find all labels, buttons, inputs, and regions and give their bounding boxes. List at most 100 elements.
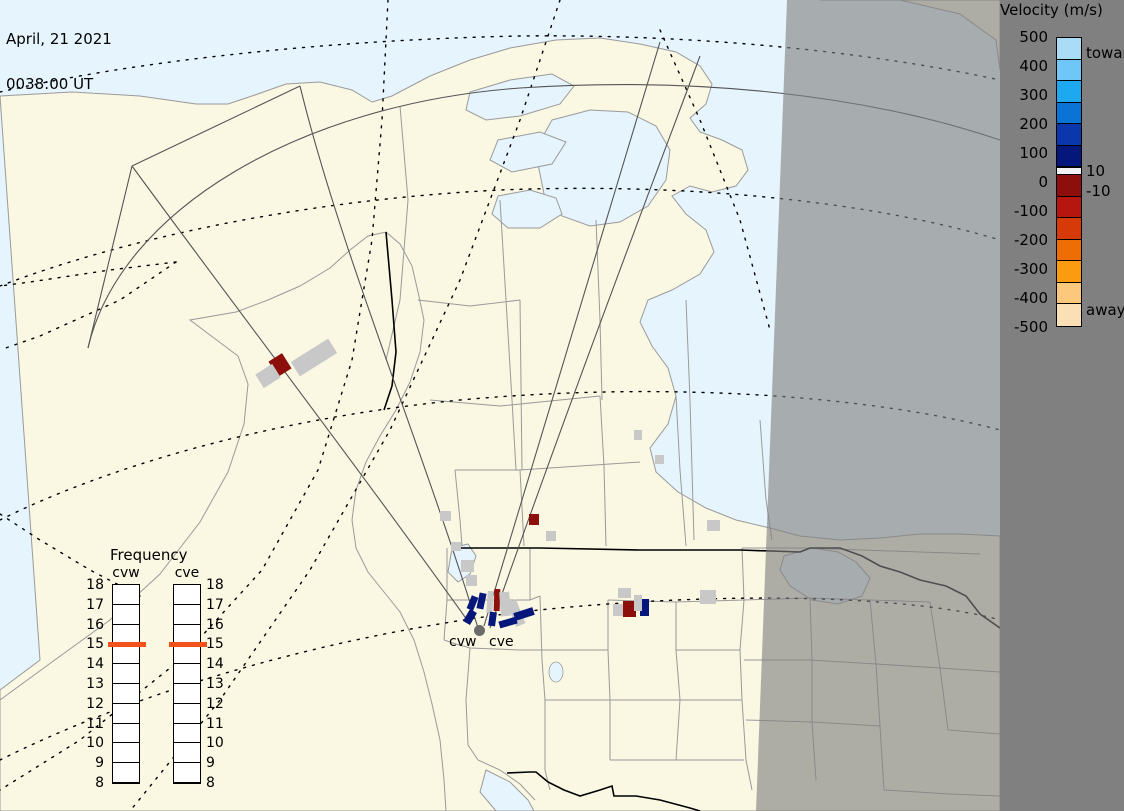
frequency-scale-label-right-17: 17 [206, 596, 224, 613]
frequency-scale-label-left-13: 13 [86, 676, 104, 692]
frequency-scale-label-left-17: 17 [86, 596, 104, 613]
frequency-cell [113, 664, 139, 684]
frequency-scale-label-left-18: 18 [86, 577, 104, 593]
frequency-marker-cve [169, 642, 207, 648]
frequency-scale-label-left-15: 15 [86, 636, 104, 653]
timestamp-time: 0038:00 UT [6, 75, 94, 93]
frequency-cell [113, 704, 139, 724]
frequency-scale-label-right-14: 14 [206, 656, 224, 673]
radar-data-cell [476, 592, 487, 610]
radar-data-cell [655, 455, 664, 464]
frequency-column-cve: cve [169, 565, 207, 784]
radar-data-cell [488, 611, 497, 627]
radar-data-cells [255, 338, 720, 629]
frequency-cell [174, 644, 200, 665]
water-great-slave [491, 189, 563, 229]
velocity-colorbar: Velocity (m/s) 500 400 300 200 100 0 -100 -200 -… [940, 0, 1124, 340]
colorbar-tick--400: -400 [1013, 289, 1048, 307]
frequency-cell [174, 585, 200, 605]
frequency-scale-label-left-10: 10 [86, 735, 104, 752]
water-arctic-channels [465, 73, 575, 121]
frequency-scale-label-left-12: 12 [86, 695, 104, 712]
frequency-scale-label-right-12: 12 [206, 695, 224, 712]
frequency-cell [113, 644, 139, 665]
frequency-scale-label-left-14: 14 [86, 656, 104, 673]
frequency-cell [174, 743, 200, 764]
colorbar-gradient [1056, 37, 1082, 327]
fov-beam-west [131, 165, 471, 625]
frequency-bar-cvw [108, 584, 146, 784]
frequency-scale-label-left-8: 8 [95, 775, 104, 791]
colorbar-segment-toward-1 [1057, 59, 1081, 82]
colorbar-segment-away-4 [1057, 261, 1081, 283]
water-hudson-bay [537, 109, 671, 227]
colorbar-tick-0: 0 [1038, 173, 1048, 191]
water-arctic-channel-2 [489, 131, 567, 173]
fov-beam-east [489, 55, 701, 629]
radar-data-cell [451, 542, 461, 551]
colorbar-tick-300: 300 [1019, 86, 1048, 104]
frequency-cell [174, 684, 200, 704]
frequency-cell [174, 763, 200, 783]
colorbar-title: Velocity (m/s) [1000, 1, 1103, 19]
fov-radial-west [87, 165, 133, 349]
radar-site-label-cvw: cvw [449, 634, 477, 650]
colorbar-segment-toward-0 [1057, 38, 1081, 60]
frequency-scale-label-right-13: 13 [206, 676, 224, 692]
colorbar-segment-away-2 [1057, 218, 1081, 240]
frequency-column-cve-label: cve [174, 565, 200, 581]
radar-data-cell [463, 608, 477, 626]
frequency-legend: Frequency cvw cve 18 17 16 15 14 13 12 11 10 9 8 1… [78, 546, 248, 796]
frequency-cell [113, 585, 139, 605]
frequency-scale-label-right-11: 11 [206, 715, 224, 732]
colorbar-segment-away-6 [1057, 304, 1081, 326]
radar-data-cell [466, 575, 477, 586]
frequency-cell [113, 684, 139, 704]
radar-data-cell [634, 595, 642, 611]
frequency-column-cvw: cvw [108, 565, 146, 784]
colorbar-away-label: away [1086, 301, 1124, 319]
frequency-cell [174, 664, 200, 684]
radar-data-cell [707, 520, 720, 531]
radar-data-cell [440, 511, 451, 521]
colorbar-segment-toward-4 [1057, 124, 1081, 146]
radar-data-cell [640, 599, 649, 616]
land-alaska-coast [0, 231, 447, 811]
radar-data-cell [634, 430, 642, 440]
frequency-scale-label-left-9: 9 [95, 755, 104, 772]
colorbar-tick-200: 200 [1019, 115, 1048, 133]
frequency-cell [113, 605, 139, 625]
colorbar-tick-500: 500 [1019, 28, 1048, 46]
frequency-cell [113, 724, 139, 744]
frequency-cell [113, 763, 139, 783]
radar-site-label-cve: cve [489, 634, 514, 650]
colorbar-tick--300: -300 [1013, 260, 1048, 278]
colorbar-segment-away-1 [1057, 196, 1081, 219]
radar-data-cell [546, 531, 556, 541]
colorbar-upper-gap-label: 10 [1086, 162, 1106, 180]
radar-data-cell [529, 514, 539, 525]
frequency-cell [174, 605, 200, 625]
frequency-column-cvw-label: cvw [112, 565, 140, 581]
frequency-cell [174, 704, 200, 724]
frequency-cell [113, 743, 139, 764]
radar-data-cell [700, 590, 716, 604]
radar-data-cell [623, 601, 636, 617]
colorbar-tick--100: -100 [1013, 202, 1048, 220]
frequency-scale-label-right-8: 8 [206, 775, 215, 791]
timestamp: April, 21 2021 0038:00 UT [6, 2, 112, 122]
frequency-bar-cve [169, 584, 207, 784]
colorbar-segment-toward-5 [1057, 145, 1081, 168]
radar-data-cell [290, 338, 338, 377]
frequency-scale-label-right-16: 16 [206, 616, 224, 633]
colorbar-segment-away-5 [1057, 282, 1081, 305]
colorbar-segment-toward-3 [1057, 102, 1081, 125]
landmasses [0, 0, 1000, 811]
timestamp-date: April, 21 2021 [6, 30, 112, 48]
frequency-scale-label-right-15: 15 [206, 636, 224, 653]
colorbar-toward-label: toward [1086, 44, 1124, 62]
frequency-scale-label-right-18: 18 [206, 577, 224, 593]
water-gulf-california [479, 769, 535, 811]
